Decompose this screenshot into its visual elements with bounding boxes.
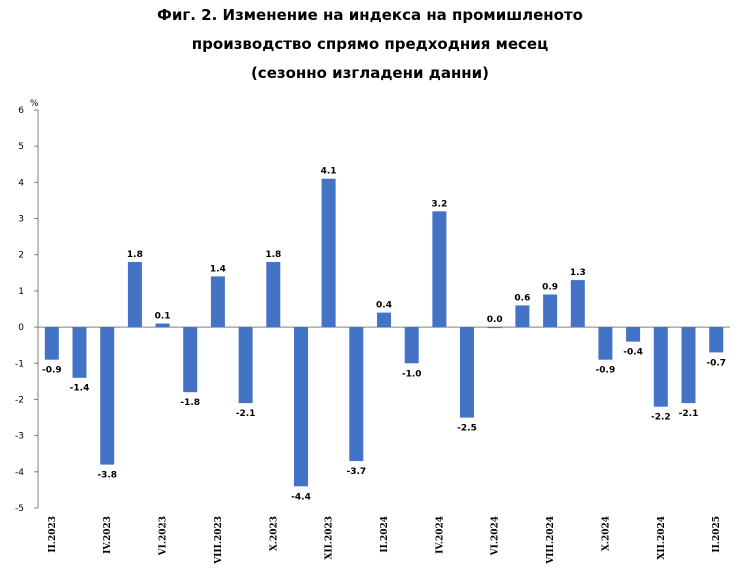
data-label: 0.6: [514, 293, 530, 303]
data-label: -3.8: [97, 471, 117, 481]
x-tick-label: II.2024: [380, 516, 390, 553]
bar: [266, 262, 281, 328]
chart-title-line-2: производство спрямо предходния месец: [191, 35, 549, 53]
y-tick-label: -5: [15, 504, 24, 514]
bar: [294, 327, 308, 487]
bar: [681, 327, 696, 404]
data-label: -0.9: [42, 366, 62, 376]
y-tick-label: 6: [18, 106, 24, 116]
x-tick-label: X.2023: [269, 516, 279, 551]
data-label: -2.1: [679, 409, 699, 419]
data-label: -0.9: [596, 366, 616, 376]
bar: [155, 323, 170, 328]
data-label: -2.1: [236, 409, 256, 419]
y-tick-label: 1: [18, 287, 24, 297]
data-label: 3.2: [431, 199, 447, 209]
bar: [183, 327, 198, 393]
data-label: -1.8: [180, 398, 200, 408]
data-label: 1.8: [265, 250, 281, 260]
data-label: 1.3: [570, 268, 586, 278]
y-tick-label: -1: [15, 359, 24, 369]
bar: [72, 327, 87, 378]
bar: [321, 178, 336, 327]
bars-group: [44, 178, 724, 487]
chart-title-line-3: (сезонно изгладени данни): [250, 64, 490, 82]
data-label: 0.1: [155, 312, 171, 322]
y-tick-label: 2: [18, 251, 24, 261]
data-label: -1.4: [70, 384, 90, 394]
bar: [709, 327, 724, 353]
data-label: -1.0: [402, 369, 422, 379]
bar: [653, 327, 668, 407]
bar: [238, 327, 253, 404]
data-label: -0.7: [706, 358, 726, 368]
x-axis-labels-group: II.2023 IV.2023 VI.2023 VIII.2023 X.2023 XII.…: [48, 516, 722, 565]
bar: [460, 327, 474, 418]
data-label: 1.4: [210, 264, 226, 274]
bar: [626, 327, 641, 342]
bar: [44, 327, 59, 360]
data-label: -2.2: [651, 413, 671, 423]
y-tick-label: 0: [18, 323, 24, 333]
x-tick-label: II.2023: [48, 516, 58, 553]
bar: [570, 280, 585, 328]
y-tick-label: 5: [18, 142, 24, 152]
bar: [598, 327, 613, 360]
bar: [404, 327, 419, 364]
y-axis: 6 5 4 3 2 1 0 -1 -2 -3 -4 -5: [15, 106, 730, 514]
chart-title-line-1: Фиг. 2. Изменение на индекса на промишле…: [157, 6, 583, 24]
x-tick-label: X.2024: [601, 516, 611, 551]
y-tick-label: -2: [15, 395, 24, 405]
bar: [432, 211, 447, 328]
y-tick-label: -3: [15, 432, 24, 442]
y-axis-unit-label: %: [30, 99, 39, 109]
bar: [127, 262, 142, 328]
x-tick-label: VI.2023: [159, 516, 169, 556]
bar: [100, 327, 115, 465]
x-tick-label: VI.2024: [491, 516, 501, 556]
x-tick-label: IV.2024: [435, 516, 445, 554]
x-tick-label: VIII.2024: [546, 516, 556, 565]
data-label: 0.0: [487, 315, 503, 325]
bar: [487, 327, 502, 329]
data-label: -3.7: [346, 467, 366, 477]
bar: [377, 312, 391, 328]
bar: [349, 327, 364, 461]
data-label: -0.4: [623, 348, 643, 358]
bar: [543, 294, 558, 328]
x-tick-label: II.2025: [712, 516, 722, 553]
y-tick-label: -4: [15, 468, 24, 478]
bar: [515, 305, 530, 328]
data-label: 4.1: [321, 167, 337, 177]
x-tick-label: IV.2023: [103, 516, 113, 554]
data-label: -2.5: [457, 424, 477, 434]
x-tick-label: XII.2023: [325, 516, 335, 560]
x-tick-label: VIII.2023: [214, 516, 224, 565]
data-label: 0.9: [542, 283, 558, 293]
y-tick-label: 4: [18, 178, 24, 188]
data-label: 0.4: [376, 301, 392, 311]
data-label: 1.8: [127, 250, 143, 260]
bar: [210, 276, 225, 328]
data-label: -4.4: [291, 492, 311, 502]
x-tick-label: XII.2024: [657, 516, 667, 560]
y-tick-label: 3: [18, 215, 24, 225]
data-labels-group: -0.9 -1.4 -3.8 1.8 0.1 -1.8 1.4 -2.1 1.8 -4.4 4.1 -…: [42, 167, 726, 503]
